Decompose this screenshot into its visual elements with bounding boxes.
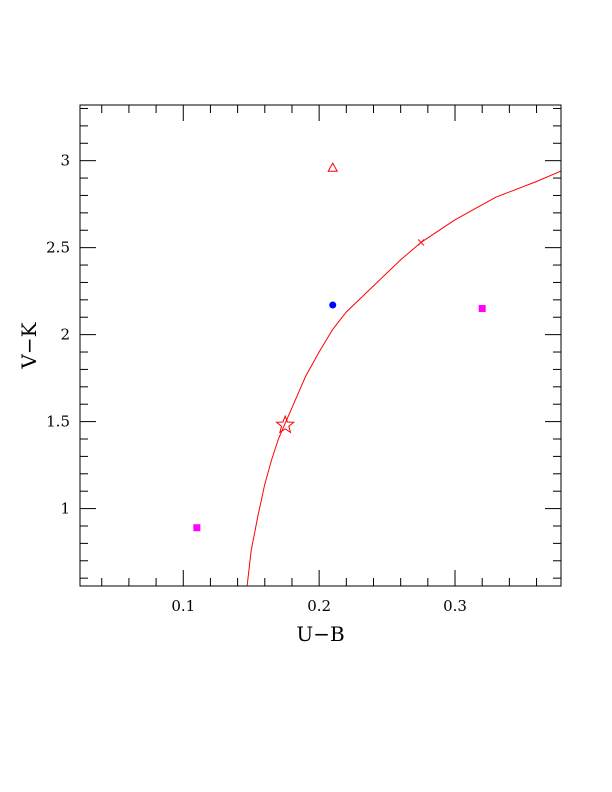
tick-labels-layer: 0.1 0.2 0.3 1 1.5 2 2.5 3: [46, 152, 467, 615]
y-tick-label: 2.5: [46, 239, 70, 257]
y-tick-label: 2: [60, 326, 70, 344]
x-tick-label: 0.2: [307, 597, 331, 615]
y-tick-label: 1.5: [46, 413, 70, 431]
x-tick-label: 0.1: [171, 597, 195, 615]
curve-layer: [246, 170, 562, 587]
y-tick-label: 1: [60, 500, 70, 518]
plot-frame: [79, 104, 562, 587]
y-tick-label: 3: [60, 152, 70, 170]
ticks-layer: [80, 105, 561, 586]
square-marker: [478, 305, 486, 313]
square-marker: [193, 524, 201, 532]
circle-marker: [329, 301, 337, 309]
x-tick-label: 0.3: [443, 597, 467, 615]
cross-marker: [417, 239, 425, 246]
star-marker: [275, 414, 296, 434]
x-axis-label: U−B: [296, 622, 344, 646]
markers-layer: [193, 162, 486, 532]
triangle-marker: [327, 162, 339, 172]
model-curve: [246, 170, 562, 587]
y-axis-label: V−K: [17, 321, 41, 369]
